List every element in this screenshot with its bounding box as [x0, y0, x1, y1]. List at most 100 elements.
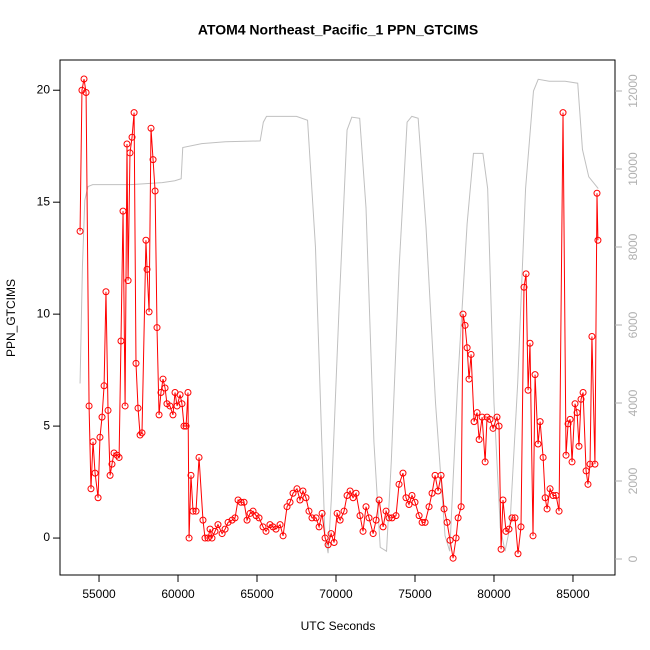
- plot-area: [76, 75, 602, 562]
- data-point: [520, 283, 528, 291]
- data-point: [440, 505, 448, 513]
- data-point: [279, 532, 287, 540]
- data-point: [199, 516, 207, 524]
- y2-tick-label: 0: [626, 555, 640, 562]
- data-point: [546, 485, 554, 493]
- data-point: [352, 489, 360, 497]
- y-tick-label: 0: [43, 530, 50, 544]
- data-point: [336, 516, 344, 524]
- data-point: [296, 496, 304, 504]
- data-point: [421, 518, 429, 526]
- y2-tick-label: 10000: [626, 152, 640, 186]
- data-point: [161, 384, 169, 392]
- data-point: [184, 389, 192, 397]
- data-point: [100, 382, 108, 390]
- data-point: [454, 514, 462, 522]
- data-point: [308, 514, 316, 522]
- data-point: [582, 467, 590, 475]
- data-point: [276, 521, 284, 529]
- y-tick-label: 10: [37, 306, 51, 320]
- data-point: [508, 514, 516, 522]
- data-point: [151, 187, 159, 195]
- x-tick-label: 80000: [477, 587, 511, 601]
- data-point: [201, 534, 209, 542]
- y-tick-label: 20: [37, 82, 51, 96]
- data-point: [130, 109, 138, 117]
- data-point: [486, 415, 494, 423]
- data-point: [149, 156, 157, 164]
- data-point: [157, 389, 165, 397]
- data-point: [415, 512, 423, 520]
- data-point: [526, 339, 534, 347]
- data-point: [369, 530, 377, 538]
- data-point: [562, 451, 570, 459]
- data-point: [534, 440, 542, 448]
- data-point: [481, 458, 489, 466]
- data-point: [356, 512, 364, 520]
- data-point: [346, 487, 354, 495]
- data-point: [362, 503, 370, 511]
- data-point: [385, 514, 393, 522]
- data-point: [359, 527, 367, 535]
- data-point: [392, 512, 400, 520]
- data-point: [106, 471, 114, 479]
- data-point: [255, 514, 263, 522]
- y-tick-label: 5: [43, 418, 50, 432]
- data-point: [497, 545, 505, 553]
- data-point: [128, 133, 136, 141]
- data-point: [145, 308, 153, 316]
- data-point: [169, 411, 177, 419]
- data-point: [425, 503, 433, 511]
- data-point: [119, 207, 127, 215]
- data-point: [76, 227, 84, 235]
- data-point: [136, 431, 144, 439]
- data-point: [123, 140, 131, 148]
- data-point: [549, 492, 557, 500]
- data-point: [117, 337, 125, 345]
- x-tick-label: 85000: [556, 587, 590, 601]
- data-point: [511, 514, 519, 522]
- data-point: [318, 509, 326, 517]
- data-point: [428, 489, 436, 497]
- data-point: [579, 389, 587, 397]
- data-point: [514, 550, 522, 558]
- data-point: [443, 518, 451, 526]
- data-point: [185, 534, 193, 542]
- data-point: [457, 503, 465, 511]
- data-point: [143, 265, 151, 273]
- data-point: [372, 516, 380, 524]
- data-point: [459, 310, 467, 318]
- data-point: [289, 489, 297, 497]
- data-point: [96, 433, 104, 441]
- data-point: [575, 442, 583, 450]
- data-point: [499, 496, 507, 504]
- data-point: [237, 498, 245, 506]
- data-point: [98, 413, 106, 421]
- data-point: [529, 532, 537, 540]
- x-tick-label: 65000: [240, 587, 274, 601]
- data-point: [340, 507, 348, 515]
- data-point: [524, 386, 532, 394]
- data-point: [91, 469, 99, 477]
- data-point: [159, 375, 167, 383]
- data-point: [102, 288, 110, 296]
- data-point: [467, 350, 475, 358]
- data-point: [115, 453, 123, 461]
- x-tick-label: 60000: [161, 587, 195, 601]
- data-point: [224, 518, 232, 526]
- data-point: [365, 514, 373, 522]
- data-point: [539, 453, 547, 461]
- data-point: [176, 391, 184, 399]
- y-axis-label: PPN_GTCIMS: [4, 279, 18, 357]
- data-point: [78, 86, 86, 94]
- data-point: [321, 534, 329, 542]
- data-point: [87, 485, 95, 493]
- data-point: [327, 530, 335, 538]
- data-point: [555, 507, 563, 515]
- data-point: [478, 413, 486, 421]
- data-point: [405, 500, 413, 508]
- data-point: [94, 494, 102, 502]
- plot-frame: [59, 59, 616, 576]
